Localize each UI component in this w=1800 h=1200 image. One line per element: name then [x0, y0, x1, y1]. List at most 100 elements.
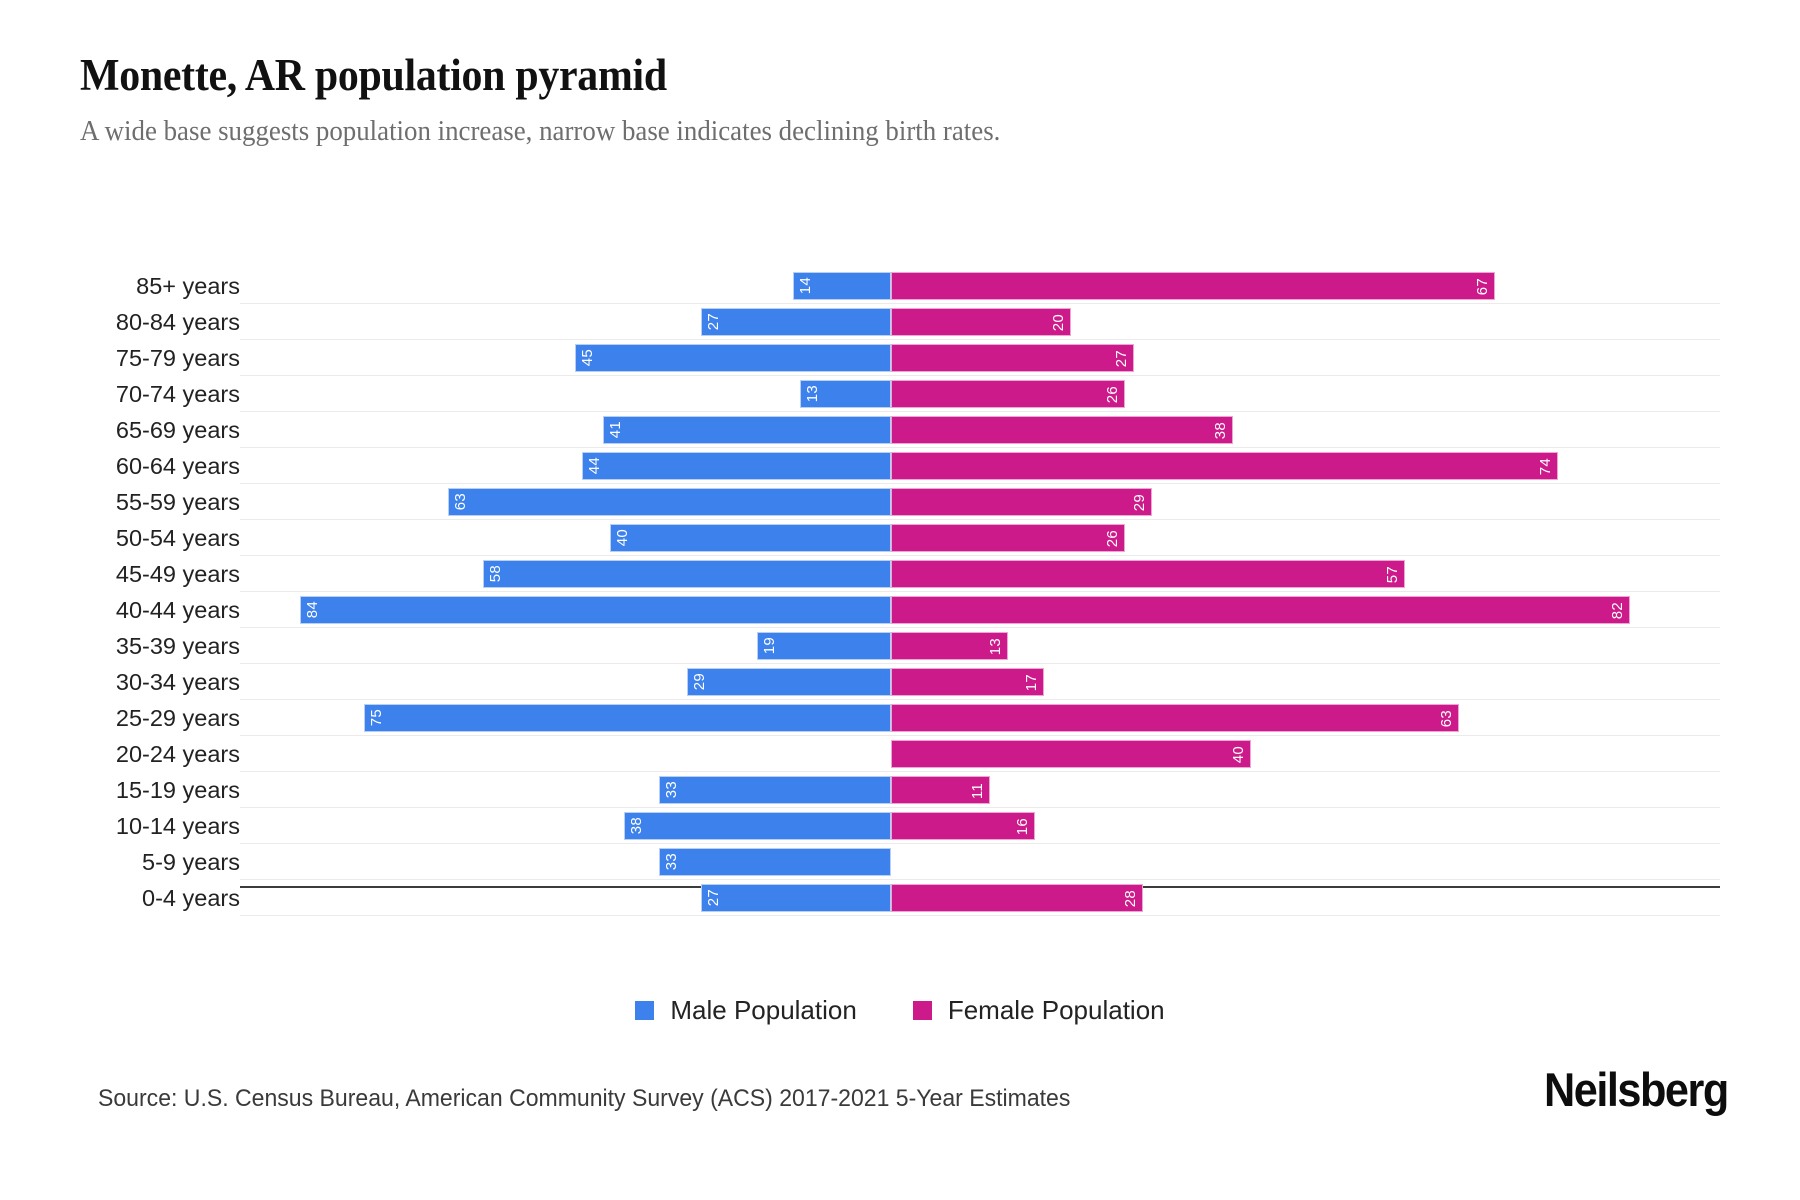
chart-row: 63 29 — [240, 484, 1720, 520]
chart-row: 33 11 — [240, 772, 1720, 808]
y-axis-label: 35-39 years — [115, 633, 240, 659]
female-bar[interactable]: 13 — [891, 632, 1009, 660]
gridline — [240, 555, 1720, 556]
male-bar[interactable]: 19 — [757, 632, 891, 660]
female-bar[interactable]: 26 — [891, 524, 1126, 552]
chart-row: 41 38 — [240, 412, 1720, 448]
bar-value-label: 27 — [705, 889, 723, 907]
gridline — [240, 519, 1720, 520]
gridline — [240, 411, 1720, 412]
male-bar[interactable]: 63 — [447, 488, 891, 516]
bar-value-label: 20 — [1050, 313, 1068, 331]
female-bar[interactable]: 27 — [891, 344, 1135, 372]
chart-header: Monette, AR population pyramid A wide ba… — [80, 51, 1730, 148]
gridline — [240, 807, 1720, 808]
bar-value-label: 75 — [367, 709, 385, 727]
female-bar[interactable]: 28 — [891, 884, 1144, 912]
female-bar[interactable]: 16 — [891, 812, 1036, 840]
bar-value-label: 27 — [705, 313, 723, 331]
chart-legend: Male Population Female Population — [0, 995, 1800, 1026]
y-axis-label: 65-69 years — [115, 417, 240, 443]
bar-value-label: 26 — [1104, 385, 1122, 403]
male-bar[interactable]: 45 — [574, 344, 891, 372]
female-bar[interactable]: 29 — [891, 488, 1153, 516]
female-bar[interactable]: 63 — [891, 704, 1459, 732]
bar-value-label: 57 — [1383, 565, 1401, 583]
y-axis-label: 50-54 years — [115, 525, 240, 551]
female-bar[interactable]: 82 — [891, 596, 1630, 624]
chart-gridlines — [240, 268, 1720, 916]
bar-value-label: 16 — [1014, 817, 1032, 835]
female-bar[interactable]: 20 — [891, 308, 1072, 336]
male-bar[interactable]: 41 — [602, 416, 891, 444]
y-axis-label: 40-44 years — [115, 597, 240, 623]
bar-value-label: 17 — [1023, 673, 1041, 691]
gridline — [240, 699, 1720, 700]
male-bar[interactable]: 33 — [658, 776, 891, 804]
y-axis-label: 30-34 years — [115, 669, 240, 695]
chart-row: 13 26 — [240, 376, 1720, 412]
bar-value-label: 33 — [662, 781, 680, 799]
male-bar[interactable]: 58 — [483, 560, 891, 588]
legend-item-male[interactable]: Male Population — [635, 995, 857, 1026]
male-bar[interactable]: 29 — [687, 668, 891, 696]
male-bar[interactable]: 38 — [623, 812, 891, 840]
male-bar[interactable]: 27 — [701, 884, 891, 912]
gridline — [240, 735, 1720, 736]
chart-row: 19 13 — [240, 628, 1720, 664]
bar-value-label: 38 — [627, 817, 645, 835]
male-bar[interactable]: 40 — [609, 524, 891, 552]
male-bar[interactable]: 27 — [701, 308, 891, 336]
bar-value-label: 63 — [451, 493, 469, 511]
y-axis-label: 20-24 years — [115, 741, 240, 767]
female-bar[interactable]: 17 — [891, 668, 1045, 696]
chart-row: 44 74 — [240, 448, 1720, 484]
gridline — [240, 375, 1720, 376]
female-bar[interactable]: 11 — [891, 776, 991, 804]
bar-value-label: 33 — [662, 853, 680, 871]
chart-row: 14 67 — [240, 268, 1720, 304]
bar-value-label: 19 — [761, 637, 779, 655]
y-axis-label: 85+ years — [136, 273, 240, 299]
y-axis-label: 60-64 years — [115, 453, 240, 479]
y-axis-label: 15-19 years — [115, 777, 240, 803]
chart-row: 29 17 — [240, 664, 1720, 700]
bar-value-label: 44 — [585, 457, 603, 475]
male-bar[interactable]: 44 — [581, 452, 891, 480]
female-bar[interactable]: 40 — [891, 740, 1252, 768]
gridline — [240, 915, 1720, 916]
bar-value-label: 28 — [1122, 889, 1140, 907]
female-bar[interactable]: 26 — [891, 380, 1126, 408]
female-bar[interactable]: 67 — [891, 272, 1495, 300]
chart-row: 27 28 — [240, 880, 1720, 916]
male-bar[interactable]: 33 — [658, 848, 891, 876]
female-bar[interactable]: 57 — [891, 560, 1405, 588]
bar-value-label: 14 — [796, 277, 814, 295]
gridline — [240, 447, 1720, 448]
male-bar[interactable]: 13 — [799, 380, 891, 408]
bar-value-label: 63 — [1437, 709, 1455, 727]
chart-row: 84 82 — [240, 592, 1720, 628]
male-color-swatch-icon — [635, 1001, 655, 1020]
gridline — [240, 627, 1720, 628]
bar-value-label: 13 — [987, 637, 1005, 655]
male-bar[interactable]: 75 — [363, 704, 891, 732]
brand-logo: Neilsberg — [1544, 1063, 1729, 1116]
chart-row: 40 26 — [240, 520, 1720, 556]
legend-item-female[interactable]: Female Population — [912, 995, 1165, 1026]
y-axis-label: 5-9 years — [142, 849, 240, 875]
male-bar[interactable]: 84 — [300, 596, 891, 624]
gridline — [240, 591, 1720, 592]
chart-row: 38 16 — [240, 808, 1720, 844]
chart-subtitle: A wide base suggests population increase… — [80, 116, 1001, 148]
female-bar[interactable]: 74 — [891, 452, 1558, 480]
bar-value-label: 29 — [1131, 493, 1149, 511]
legend-label-male: Male Population — [670, 995, 857, 1025]
male-bar[interactable]: 14 — [792, 272, 891, 300]
bar-value-label: 74 — [1536, 457, 1554, 475]
bar-value-label: 38 — [1212, 421, 1230, 439]
female-bar[interactable]: 38 — [891, 416, 1234, 444]
chart-row: 33 — [240, 844, 1720, 880]
bar-value-label: 58 — [487, 565, 505, 583]
bar-value-label: 82 — [1608, 601, 1626, 619]
